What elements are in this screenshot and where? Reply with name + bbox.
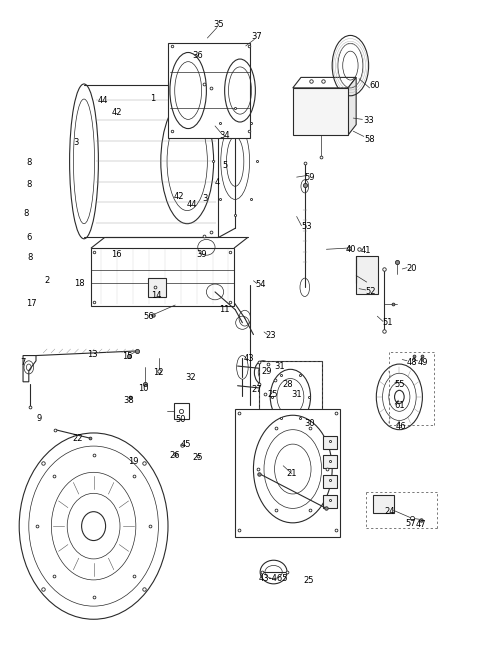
Text: 11: 11 bbox=[219, 305, 229, 314]
Text: 20: 20 bbox=[407, 264, 417, 274]
Text: 40: 40 bbox=[345, 245, 356, 254]
Bar bbox=[183, 255, 195, 266]
Text: 56: 56 bbox=[144, 312, 154, 321]
Text: 10: 10 bbox=[138, 384, 148, 393]
Text: 48: 48 bbox=[407, 358, 417, 367]
Bar bbox=[323, 455, 337, 468]
Text: 2: 2 bbox=[45, 276, 49, 285]
Bar bbox=[91, 248, 234, 306]
Polygon shape bbox=[348, 77, 356, 135]
Bar bbox=[168, 43, 250, 138]
Bar bbox=[148, 278, 166, 297]
Bar bbox=[323, 475, 337, 488]
Text: 7: 7 bbox=[20, 358, 26, 367]
Text: 25: 25 bbox=[192, 453, 203, 462]
Text: 31: 31 bbox=[274, 361, 285, 371]
Text: 42: 42 bbox=[111, 108, 122, 117]
Text: 51: 51 bbox=[383, 318, 393, 327]
Text: 17: 17 bbox=[26, 298, 37, 308]
Text: 43: 43 bbox=[243, 354, 254, 363]
Text: 29: 29 bbox=[261, 367, 272, 376]
Text: 57: 57 bbox=[405, 519, 416, 528]
Bar bbox=[356, 256, 378, 294]
Text: 33: 33 bbox=[363, 116, 374, 125]
Text: 41: 41 bbox=[360, 246, 371, 255]
Text: 34: 34 bbox=[219, 131, 230, 140]
Bar bbox=[235, 409, 340, 537]
Text: 50: 50 bbox=[175, 415, 186, 424]
Text: 15: 15 bbox=[122, 352, 132, 361]
Text: 45: 45 bbox=[181, 440, 192, 449]
Text: 30: 30 bbox=[304, 419, 315, 428]
Text: 5: 5 bbox=[222, 161, 227, 171]
Text: 54: 54 bbox=[255, 280, 266, 289]
Text: 37: 37 bbox=[252, 32, 262, 41]
Text: 39: 39 bbox=[196, 250, 207, 259]
Text: 3: 3 bbox=[73, 138, 79, 147]
Text: 27: 27 bbox=[252, 385, 262, 394]
Text: 6: 6 bbox=[26, 233, 32, 242]
Text: 14: 14 bbox=[151, 291, 161, 300]
Text: 38: 38 bbox=[123, 396, 134, 405]
Text: 42: 42 bbox=[173, 192, 184, 201]
Bar bbox=[174, 403, 189, 419]
Text: 18: 18 bbox=[74, 279, 84, 288]
Bar bbox=[373, 495, 394, 513]
Text: 58: 58 bbox=[364, 134, 375, 144]
Text: 23: 23 bbox=[266, 331, 276, 340]
Text: 1: 1 bbox=[150, 94, 155, 103]
Text: 36: 36 bbox=[192, 51, 203, 60]
Text: 61: 61 bbox=[395, 401, 405, 410]
Text: 25: 25 bbox=[304, 576, 314, 585]
Text: 52: 52 bbox=[365, 287, 376, 296]
Text: 25: 25 bbox=[267, 390, 277, 400]
Text: 46: 46 bbox=[396, 422, 407, 431]
Text: 49: 49 bbox=[417, 358, 428, 367]
Text: 44: 44 bbox=[98, 96, 108, 105]
Text: 8: 8 bbox=[24, 209, 29, 218]
Text: 8: 8 bbox=[27, 253, 33, 262]
Text: 8: 8 bbox=[26, 180, 32, 190]
Text: 19: 19 bbox=[128, 457, 139, 466]
Text: 47: 47 bbox=[415, 520, 426, 529]
Bar bbox=[293, 88, 348, 135]
Text: 35: 35 bbox=[213, 20, 224, 30]
Polygon shape bbox=[23, 356, 36, 382]
Text: 31: 31 bbox=[291, 390, 302, 400]
Text: 13: 13 bbox=[87, 350, 97, 359]
Text: 8: 8 bbox=[26, 158, 32, 167]
Text: 43-465: 43-465 bbox=[259, 574, 288, 583]
Text: 3: 3 bbox=[203, 194, 208, 203]
Text: 32: 32 bbox=[186, 373, 196, 382]
Text: 12: 12 bbox=[153, 368, 164, 377]
Bar bbox=[323, 436, 337, 449]
Bar bbox=[259, 361, 322, 433]
Text: 24: 24 bbox=[384, 507, 395, 516]
Polygon shape bbox=[293, 77, 356, 88]
Text: 26: 26 bbox=[170, 451, 180, 461]
Text: 55: 55 bbox=[394, 380, 405, 389]
Text: 59: 59 bbox=[304, 173, 315, 182]
Text: 4: 4 bbox=[215, 178, 220, 187]
Bar bbox=[323, 495, 337, 508]
Text: 16: 16 bbox=[111, 250, 122, 259]
Text: 44: 44 bbox=[187, 200, 197, 209]
Text: 60: 60 bbox=[369, 81, 380, 90]
Text: 21: 21 bbox=[287, 469, 297, 478]
Text: 9: 9 bbox=[37, 414, 42, 423]
Text: 22: 22 bbox=[72, 434, 83, 443]
Text: 28: 28 bbox=[283, 380, 293, 389]
Text: 53: 53 bbox=[301, 222, 312, 232]
